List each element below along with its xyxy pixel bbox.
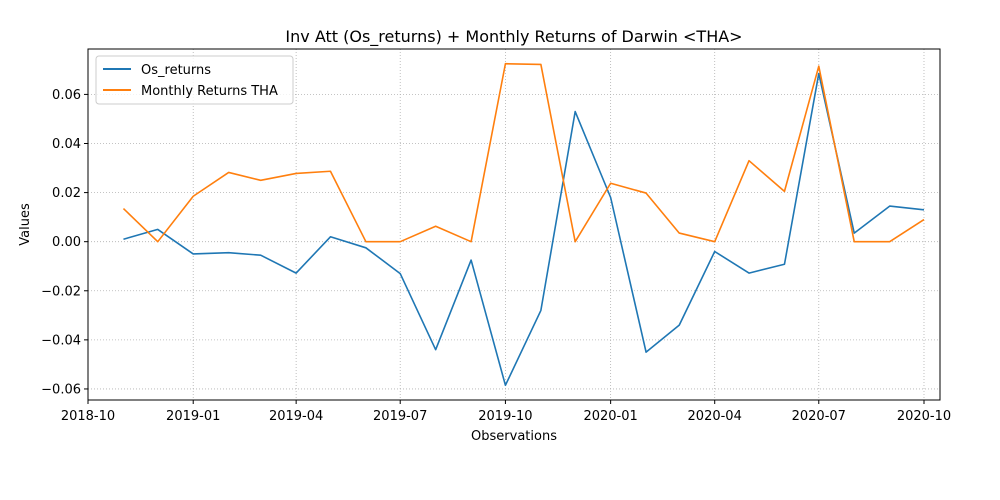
y-tick-label: −0.02 — [41, 284, 81, 299]
y-axis-title: Values — [18, 203, 33, 246]
x-tick-label: 2019-01 — [166, 409, 220, 424]
x-tick-label: 2020-01 — [583, 409, 637, 424]
x-tick-label: 2020-04 — [688, 409, 742, 424]
x-tick-label: 2020-10 — [897, 409, 951, 424]
series-line-os-returns — [123, 72, 925, 387]
y-tick-label: 0.06 — [52, 88, 81, 103]
legend-label-os-returns: Os_returns — [141, 63, 211, 78]
x-tick-label: 2018-10 — [61, 409, 115, 424]
y-tick-label: 0.02 — [52, 186, 81, 201]
series-line-monthly-returns-tha — [122, 62, 925, 243]
series-lines — [122, 62, 925, 387]
grid — [87, 49, 940, 400]
x-tick-label: 2019-07 — [373, 409, 427, 424]
plot-frame — [87, 48, 941, 401]
x-tick-label: 2020-07 — [792, 409, 846, 424]
x-tick-label: 2019-10 — [478, 409, 532, 424]
y-tick-label: 0.00 — [52, 235, 81, 250]
legend-box — [95, 55, 294, 105]
y-tick-label: 0.04 — [52, 137, 81, 152]
legend: Os_returns Monthly Returns THA — [95, 55, 294, 105]
legend-label-monthly-returns: Monthly Returns THA — [141, 84, 278, 99]
x-tick-label: 2019-04 — [269, 409, 323, 424]
x-axis: 2018-10 2019-01 2019-04 2019-07 2019-10 2020-… — [61, 400, 951, 424]
y-axis: −0.06 −0.04 −0.02 0.00 0.02 0.04 0.06 — [41, 88, 88, 397]
y-tick-label: −0.04 — [41, 333, 81, 348]
y-tick-label: −0.06 — [41, 382, 81, 397]
chart-title: Inv Att (Os_returns) + Monthly Returns o… — [285, 27, 742, 47]
x-axis-title: Observations — [471, 429, 557, 444]
